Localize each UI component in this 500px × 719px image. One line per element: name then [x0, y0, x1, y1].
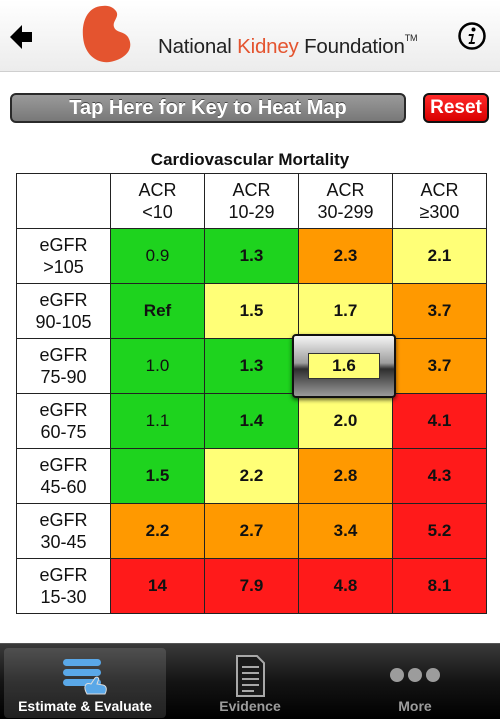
brand-suffix: Foundation — [304, 35, 405, 58]
trademark: TM — [404, 33, 418, 43]
row-header-line2: 90-105 — [35, 312, 92, 332]
corner-cell — [17, 174, 111, 229]
heat-map-table: ACR <10 ACR 10-29 ACR 30-299 ACR ≥300 eGFR >105 0.… — [16, 173, 487, 614]
row-header-line1: eGFR — [39, 344, 88, 365]
heat-map-cell[interactable]: 14 — [111, 559, 205, 614]
heat-map-cell[interactable]: 8.1 — [393, 559, 487, 614]
column-header-line1: ACR — [138, 179, 177, 200]
tab-estimate-evaluate[interactable]: Estimate & Evaluate — [4, 648, 166, 718]
brand-kidney: Kidney — [237, 35, 299, 58]
heat-map-cell[interactable]: Ref — [111, 284, 205, 339]
row-header: eGFR 75-90 — [17, 339, 111, 394]
heat-map-cell[interactable]: 1.4 — [205, 394, 299, 449]
heat-map-cell[interactable]: 1.7 — [299, 284, 393, 339]
heat-map-key-button[interactable]: Tap Here for Key to Heat Map — [10, 93, 406, 123]
tab-evidence[interactable]: Evidence — [169, 648, 331, 718]
selected-cell-value: 1.6 — [308, 353, 380, 379]
column-header-line2: <10 — [142, 202, 173, 222]
heat-map-cell[interactable]: 3.4 — [299, 504, 393, 559]
heat-map-cell[interactable]: 1.0 — [111, 339, 205, 394]
heat-map-cell[interactable]: 7.9 — [205, 559, 299, 614]
tab-more[interactable]: More — [334, 648, 496, 718]
heat-map-cell[interactable]: 2.2 — [205, 449, 299, 504]
heat-map-cell[interactable]: 2.2 — [111, 504, 205, 559]
selected-cell-highlight[interactable]: 1.6 — [292, 334, 396, 398]
tab-bar: Estimate & Evaluate Evidence More — [0, 643, 500, 719]
row-header-line1: eGFR — [39, 454, 88, 475]
heat-map-cell[interactable]: 5.2 — [393, 504, 487, 559]
kidney-logo-icon — [82, 5, 131, 63]
heat-map-cell[interactable]: 3.7 — [393, 339, 487, 394]
info-icon[interactable] — [457, 21, 487, 51]
row-header: eGFR 30-45 — [17, 504, 111, 559]
heat-map-cell[interactable]: 1.3 — [205, 339, 299, 394]
row-header: eGFR 60-75 — [17, 394, 111, 449]
column-header-line1: ACR — [232, 179, 271, 200]
row-header: eGFR 15-30 — [17, 559, 111, 614]
row-header-line1: eGFR — [39, 234, 88, 255]
heat-map-cell[interactable]: 2.8 — [299, 449, 393, 504]
heat-map-cell[interactable]: 0.9 — [111, 229, 205, 284]
row-header-line2: >105 — [43, 257, 84, 277]
brand-prefix: National — [158, 35, 232, 58]
heat-map-cell[interactable]: 1.5 — [111, 449, 205, 504]
column-header: ACR 10-29 — [205, 174, 299, 229]
row-header: eGFR >105 — [17, 229, 111, 284]
sliders-hand-icon — [63, 659, 107, 695]
app-header: National Kidney FoundationTM — [0, 0, 500, 72]
more-dots-icon — [390, 668, 440, 682]
row-header-line1: eGFR — [39, 289, 88, 310]
tab-label: More — [398, 698, 432, 714]
row-header-line2: 60-75 — [40, 422, 87, 442]
column-header-line2: ≥300 — [419, 202, 460, 222]
brand-name: National Kidney FoundationTM — [158, 33, 418, 59]
heat-map-cell[interactable]: 3.7 — [393, 284, 487, 339]
row-header: eGFR 90-105 — [17, 284, 111, 339]
column-header: ACR <10 — [111, 174, 205, 229]
heat-map-cell[interactable]: 4.8 — [299, 559, 393, 614]
row-header-line2: 30-45 — [40, 532, 87, 552]
column-header-line1: ACR — [420, 179, 459, 200]
heat-map-cell[interactable]: 2.1 — [393, 229, 487, 284]
heat-map-cell[interactable]: 1.5 — [205, 284, 299, 339]
heat-map-cell[interactable]: 2.0 — [299, 394, 393, 449]
column-header-line2: 10-29 — [228, 202, 275, 222]
heat-map-cell[interactable]: 4.1 — [393, 394, 487, 449]
row-header-line1: eGFR — [39, 509, 88, 530]
table-title: Cardiovascular Mortality — [150, 150, 350, 169]
heat-map-cell[interactable]: 4.3 — [393, 449, 487, 504]
row-header-line1: eGFR — [39, 399, 88, 420]
row-header-line2: 45-60 — [40, 477, 87, 497]
heat-map-cell[interactable]: 1.3 — [205, 229, 299, 284]
row-header-line2: 15-30 — [40, 587, 87, 607]
heat-map-cell[interactable]: 2.3 — [299, 229, 393, 284]
heat-map-cell[interactable]: 2.7 — [205, 504, 299, 559]
column-header: ACR ≥300 — [393, 174, 487, 229]
row-header: eGFR 45-60 — [17, 449, 111, 504]
document-icon — [236, 655, 265, 697]
heat-map-cell[interactable]: 1.1 — [111, 394, 205, 449]
column-header-line2: 30-299 — [317, 202, 374, 222]
tab-label: Evidence — [219, 698, 281, 714]
reset-button[interactable]: Reset — [423, 93, 489, 123]
row-header-line2: 75-90 — [40, 367, 87, 387]
row-header-line1: eGFR — [39, 564, 88, 585]
column-header-line1: ACR — [326, 179, 365, 200]
tab-label: Estimate & Evaluate — [18, 698, 152, 714]
back-arrow-icon[interactable] — [8, 22, 38, 52]
column-header: ACR 30-299 — [299, 174, 393, 229]
